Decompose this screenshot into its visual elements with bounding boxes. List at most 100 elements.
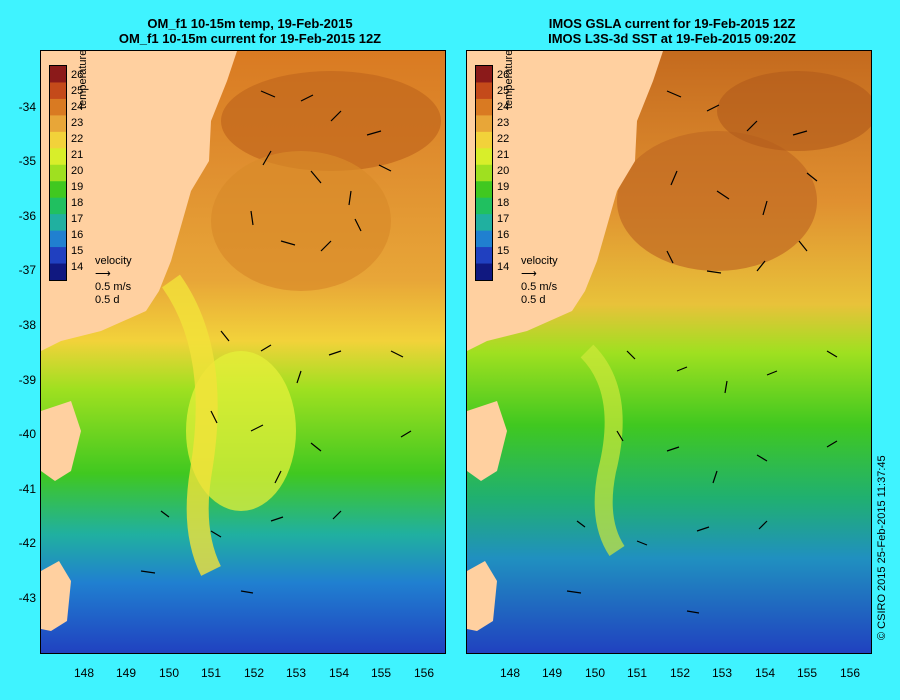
right-title-line1: IMOS GSLA current for 19-Feb-2015 12Z xyxy=(548,16,796,31)
cbar-tick: 24 xyxy=(71,101,84,113)
cbar-tick: 21 xyxy=(71,149,84,161)
cbar-tick: 22 xyxy=(497,133,510,145)
cbar-tick: 17 xyxy=(71,213,84,225)
cbar-tick: 14 xyxy=(71,261,84,273)
colorbar-swatch xyxy=(50,214,66,232)
lon-label: 152 xyxy=(243,666,265,680)
lon-label: 148 xyxy=(499,666,521,680)
colorbar-label: temperature (°C) xyxy=(77,50,89,109)
right-panel-title: IMOS GSLA current for 19-Feb-2015 12Z IM… xyxy=(462,16,882,46)
velocity-key: velocity ⟶ 0.5 m/s 0.5 d xyxy=(521,255,558,307)
colorbar-swatch xyxy=(476,131,492,149)
colorbar-swatch xyxy=(50,197,66,215)
colorbar-swatch xyxy=(50,230,66,248)
cbar-tick: 19 xyxy=(497,181,510,193)
colorbar xyxy=(49,65,67,281)
colorbar-swatches xyxy=(50,66,66,280)
colorbar-swatch xyxy=(476,181,492,199)
colorbar-swatch xyxy=(476,247,492,265)
colorbar-swatch xyxy=(50,131,66,149)
right-map-svg xyxy=(467,51,871,653)
colorbar-swatch xyxy=(50,66,66,83)
lon-label: 148 xyxy=(73,666,95,680)
velocity-title: velocity xyxy=(521,255,558,267)
lat-label: -40 xyxy=(18,427,36,441)
colorbar-swatch xyxy=(476,148,492,166)
lon-label: 150 xyxy=(584,666,606,680)
colorbar-swatch xyxy=(50,164,66,182)
colorbar-swatch xyxy=(476,263,492,280)
velocity-arrows xyxy=(566,90,838,614)
colorbar-swatch xyxy=(476,214,492,232)
lon-label: 154 xyxy=(328,666,350,680)
velocity-key: velocity ⟶ 0.5 m/s 0.5 d xyxy=(95,255,132,307)
lon-label: 149 xyxy=(115,666,137,680)
lon-label: 155 xyxy=(796,666,818,680)
lon-label: 151 xyxy=(200,666,222,680)
cbar-tick: 16 xyxy=(497,229,510,241)
warm-core-eddy xyxy=(211,151,391,291)
lon-label: 149 xyxy=(541,666,563,680)
colorbar xyxy=(475,65,493,281)
colorbar-swatch xyxy=(50,247,66,265)
colorbar-swatch xyxy=(50,148,66,166)
lon-label: 152 xyxy=(669,666,691,680)
lon-label: 155 xyxy=(370,666,392,680)
colorbar-label: temperature (°C) xyxy=(503,50,515,109)
colorbar-swatch xyxy=(476,197,492,215)
warm-eddy xyxy=(717,71,871,151)
lon-label: 153 xyxy=(711,666,733,680)
cbar-tick: 18 xyxy=(497,197,510,209)
cbar-tick: 18 xyxy=(71,197,84,209)
warm-core-eddy xyxy=(617,131,817,271)
lon-label: 153 xyxy=(285,666,307,680)
velocity-duration: 0.5 d xyxy=(521,294,546,306)
velocity-speed: 0.5 m/s xyxy=(521,281,558,293)
left-map-svg xyxy=(41,51,445,653)
land-tasmania xyxy=(41,561,71,631)
colorbar-swatch xyxy=(476,66,492,83)
lon-label: 156 xyxy=(413,666,435,680)
lat-label: -42 xyxy=(18,536,36,550)
cbar-tick: 20 xyxy=(71,165,84,177)
right-map-panel: 26 25 24 23 22 21 20 19 18 17 16 15 14 t… xyxy=(466,50,872,654)
cbar-tick: 15 xyxy=(71,245,84,257)
lat-label: -39 xyxy=(18,373,36,387)
colorbar-swatch xyxy=(50,181,66,199)
cbar-tick: 21 xyxy=(497,149,510,161)
cbar-tick: 14 xyxy=(497,261,510,273)
right-title-line2: IMOS L3S-3d SST at 19-Feb-2015 09:20Z xyxy=(548,31,796,46)
cbar-tick: 17 xyxy=(497,213,510,225)
land-tasmania xyxy=(467,561,497,631)
velocity-speed: 0.5 m/s xyxy=(95,281,132,293)
cbar-tick: 20 xyxy=(497,165,510,177)
left-title-line1: OM_f1 10-15m temp, 19-Feb-2015 xyxy=(147,16,353,31)
velocity-arrow-icon: ⟶ xyxy=(95,268,111,280)
velocity-duration: 0.5 d xyxy=(95,294,120,306)
land-mainland xyxy=(41,51,237,351)
cbar-tick: 16 xyxy=(71,229,84,241)
credit-text: © CSIRO 2015 25-Feb-2015 11:37:45 xyxy=(876,455,888,640)
colorbar-swatch xyxy=(476,164,492,182)
lon-label: 150 xyxy=(158,666,180,680)
lat-label: -43 xyxy=(18,591,36,605)
velocity-arrow-icon: ⟶ xyxy=(521,268,537,280)
land-mainland xyxy=(467,51,663,351)
velocity-arrows xyxy=(140,90,412,594)
left-title-line2: OM_f1 10-15m current for 19-Feb-2015 12Z xyxy=(118,31,382,46)
lat-label: -36 xyxy=(18,209,36,223)
cbar-tick: 15 xyxy=(497,245,510,257)
cbar-tick: 26 xyxy=(497,69,510,81)
cbar-tick: 23 xyxy=(71,117,84,129)
lat-label: -38 xyxy=(18,318,36,332)
cbar-tick: 25 xyxy=(71,85,84,97)
cbar-tick: 22 xyxy=(71,133,84,145)
velocity-title: velocity xyxy=(95,255,132,267)
left-panel-title: OM_f1 10-15m temp, 19-Feb-2015 OM_f1 10-… xyxy=(40,16,460,46)
land-island xyxy=(41,401,81,481)
colorbar-swatch xyxy=(50,82,66,100)
colorbar-swatches xyxy=(476,66,492,280)
lat-label: -37 xyxy=(18,263,36,277)
cbar-tick: 19 xyxy=(71,181,84,193)
lat-label: -34 xyxy=(18,100,36,114)
